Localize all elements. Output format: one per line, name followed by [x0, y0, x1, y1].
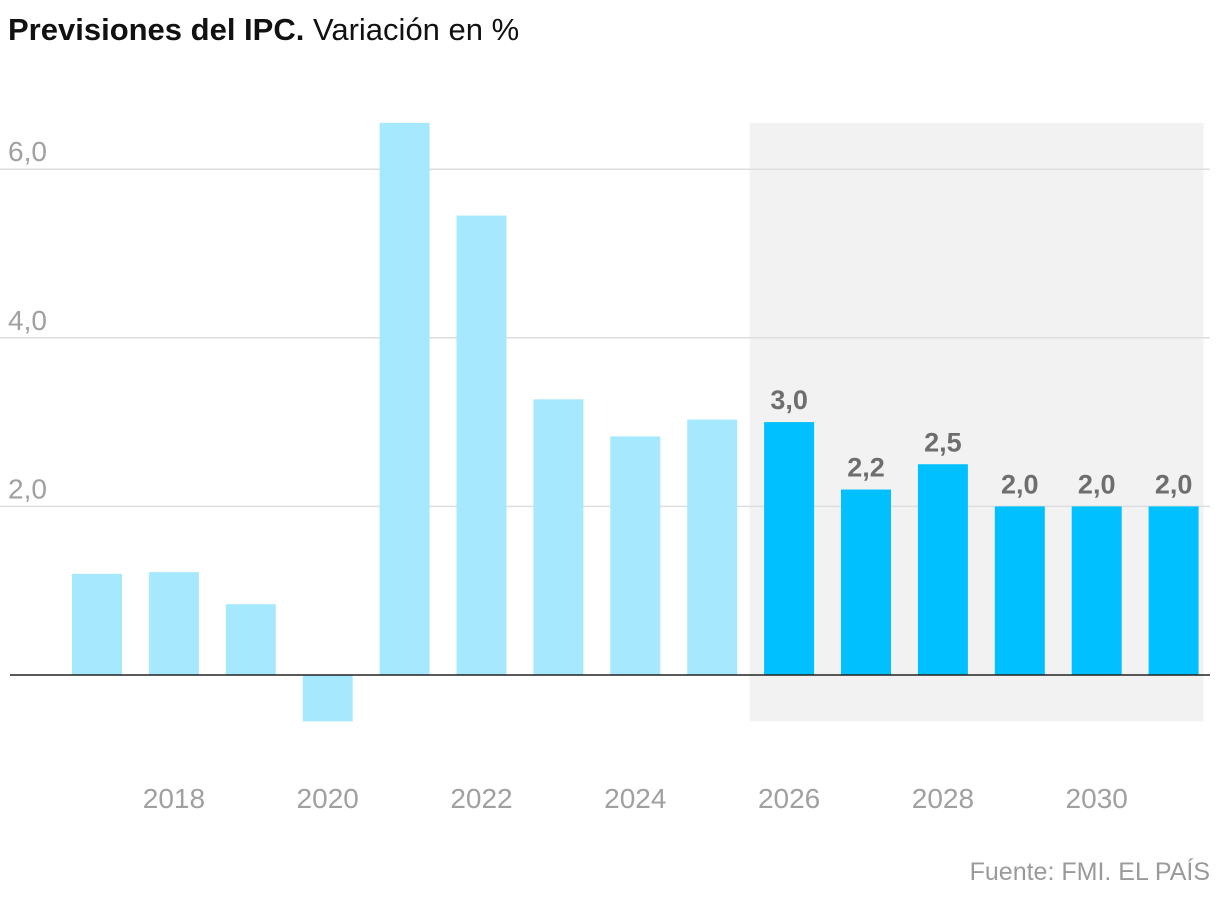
x-tick-label: 2020	[297, 783, 359, 814]
bar	[225, 604, 276, 675]
data-label: 2,0	[1078, 469, 1116, 499]
bar-forecast	[917, 464, 968, 675]
y-tick-label: 4,0	[8, 305, 47, 336]
x-tick-label: 2030	[1066, 783, 1128, 814]
x-tick-label: 2018	[143, 783, 205, 814]
bar	[72, 573, 122, 675]
title-bold: Previsiones del IPC.	[8, 12, 305, 47]
bar	[379, 122, 430, 675]
data-label: 2,0	[1001, 469, 1039, 499]
x-tick-label: 2028	[912, 783, 974, 814]
data-label: 3,0	[770, 385, 808, 415]
title-subtitle: Variación en %	[312, 12, 520, 47]
x-tick-label: 2024	[604, 783, 666, 814]
bar-forecast	[994, 506, 1045, 675]
bar	[302, 675, 353, 722]
bar	[148, 572, 199, 675]
bar-forecast	[1148, 506, 1199, 675]
bar	[687, 419, 738, 675]
bar	[533, 399, 584, 675]
bar	[456, 215, 507, 675]
data-label: 2,2	[847, 453, 885, 483]
bar-forecast	[764, 422, 815, 675]
forecast-band	[749, 122, 1204, 722]
y-tick-label: 2,0	[8, 473, 47, 504]
y-tick-label: 6,0	[8, 136, 47, 167]
data-label: 2,5	[924, 427, 962, 457]
bar-forecast	[841, 489, 891, 675]
chart-title: Previsiones del IPC. Variación en %	[8, 12, 519, 48]
bar-forecast	[1071, 506, 1122, 675]
source-note: Fuente: FMI. EL PAÍS	[969, 858, 1210, 886]
x-tick-label: 2026	[758, 783, 820, 814]
data-label: 2,0	[1155, 469, 1193, 499]
x-tick-label: 2022	[450, 783, 512, 814]
bar	[610, 436, 661, 675]
